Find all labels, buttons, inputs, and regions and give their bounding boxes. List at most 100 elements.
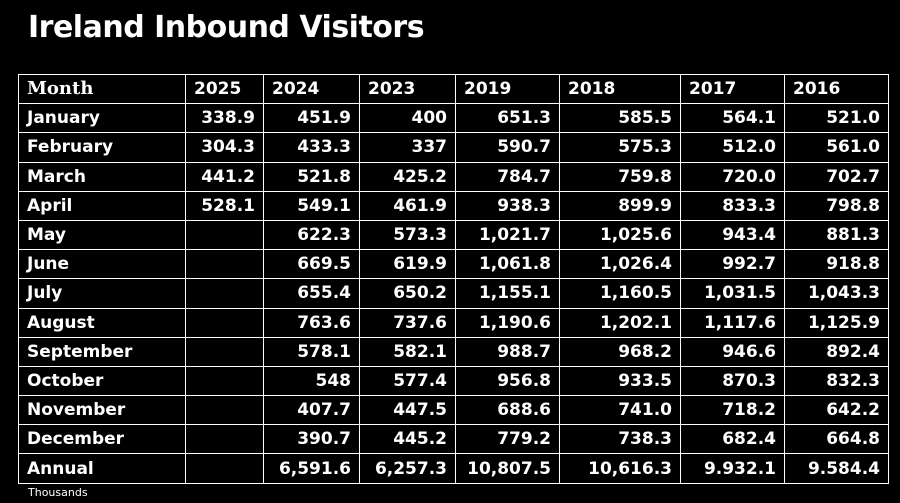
page-title: Ireland Inbound Visitors — [28, 10, 425, 45]
value-cell: 441.2 — [185, 161, 264, 192]
column-header: 2024 — [263, 73, 360, 105]
value-cell: 578.1 — [263, 336, 360, 367]
table-row: July 655.4 650.2 1,155.1 1,160.5 1,031.5 1,043… — [18, 278, 889, 309]
value-cell: 564.1 — [680, 103, 785, 134]
value-cell: 619.9 — [359, 249, 456, 280]
month-cell: October — [18, 365, 186, 397]
value-cell: 881.3 — [784, 219, 889, 251]
value-cell: 669.5 — [263, 249, 360, 280]
value-cell: 400 — [359, 103, 456, 134]
table-header-row: Month 2025 2024 2023 2019 2018 2017 2016 — [18, 73, 889, 105]
value-cell: 10,807.5 — [455, 453, 560, 484]
value-cell: 1,190.6 — [455, 307, 560, 338]
column-header: 2023 — [359, 73, 456, 105]
value-cell: 720.0 — [680, 161, 785, 192]
value-cell: 664.8 — [784, 424, 889, 455]
value-cell: 1,021.7 — [455, 219, 560, 251]
value-cell: 590.7 — [455, 132, 560, 163]
value-cell — [185, 395, 264, 426]
value-cell: 779.2 — [455, 424, 560, 455]
value-cell — [185, 307, 264, 338]
value-cell: 433.3 — [263, 132, 360, 163]
value-cell: 741.0 — [559, 395, 681, 426]
value-cell: 582.1 — [359, 336, 456, 367]
value-cell: 784.7 — [455, 161, 560, 192]
column-header: 2016 — [784, 73, 889, 105]
value-cell: 1,043.3 — [784, 278, 889, 309]
value-cell: 304.3 — [185, 132, 264, 163]
value-cell — [185, 219, 264, 251]
month-cell: June — [18, 249, 186, 280]
value-cell: 759.8 — [559, 161, 681, 192]
value-cell: 798.8 — [784, 190, 889, 221]
value-cell: 512.0 — [680, 132, 785, 163]
value-cell: 738.3 — [559, 424, 681, 455]
value-cell: 682.4 — [680, 424, 785, 455]
value-cell: 521.8 — [263, 161, 360, 192]
value-cell: 1,155.1 — [455, 278, 560, 309]
value-cell: 461.9 — [359, 190, 456, 221]
units-footnote: Thousands — [28, 486, 88, 499]
value-cell: 1,125.9 — [784, 307, 889, 338]
month-cell: September — [18, 336, 186, 367]
column-header: 2018 — [559, 73, 681, 105]
value-cell: 870.3 — [680, 365, 785, 397]
value-cell — [185, 249, 264, 280]
month-cell: December — [18, 424, 186, 455]
visitors-table: Month 2025 2024 2023 2019 2018 2017 2016… — [18, 73, 889, 484]
value-cell: 956.8 — [455, 365, 560, 397]
value-cell: 445.2 — [359, 424, 456, 455]
month-cell: November — [18, 395, 186, 426]
table-row: September 578.1 582.1 988.7 968.2 946.6 892.4 — [18, 336, 889, 367]
table-row: October 548 577.4 956.8 933.5 870.3 832.3 — [18, 365, 889, 397]
value-cell: 561.0 — [784, 132, 889, 163]
month-cell: April — [18, 190, 186, 221]
value-cell: 10,616.3 — [559, 453, 681, 484]
table-row: April 528.1 549.1 461.9 938.3 899.9 833.3 798.8 — [18, 190, 889, 221]
value-cell: 573.3 — [359, 219, 456, 251]
value-cell: 6,257.3 — [359, 453, 456, 484]
value-cell: 585.5 — [559, 103, 681, 134]
value-cell: 946.6 — [680, 336, 785, 367]
value-cell: 1,025.6 — [559, 219, 681, 251]
value-cell: 451.9 — [263, 103, 360, 134]
value-cell: 650.2 — [359, 278, 456, 309]
value-cell: 892.4 — [784, 336, 889, 367]
value-cell: 528.1 — [185, 190, 264, 221]
table-body: January 338.9 451.9 400 651.3 585.5 564.1 521.0… — [18, 103, 889, 484]
value-cell: 549.1 — [263, 190, 360, 221]
value-cell: 338.9 — [185, 103, 264, 134]
column-header: Month — [18, 73, 186, 105]
table-row: August 763.6 737.6 1,190.6 1,202.1 1,117.6 1,1… — [18, 307, 889, 338]
month-cell: February — [18, 132, 186, 163]
value-cell: 521.0 — [784, 103, 889, 134]
value-cell: 425.2 — [359, 161, 456, 192]
value-cell — [185, 278, 264, 309]
month-cell: May — [18, 219, 186, 251]
value-cell: 688.6 — [455, 395, 560, 426]
column-header: 2017 — [680, 73, 785, 105]
value-cell: 763.6 — [263, 307, 360, 338]
table-row: November 407.7 447.5 688.6 741.0 718.2 642.2 — [18, 395, 889, 426]
value-cell: 832.3 — [784, 365, 889, 397]
value-cell: 390.7 — [263, 424, 360, 455]
value-cell: 651.3 — [455, 103, 560, 134]
value-cell: 718.2 — [680, 395, 785, 426]
value-cell: 6,591.6 — [263, 453, 360, 484]
value-cell: 447.5 — [359, 395, 456, 426]
value-cell: 1,031.5 — [680, 278, 785, 309]
value-cell: 9.932.1 — [680, 453, 785, 484]
value-cell: 988.7 — [455, 336, 560, 367]
value-cell — [185, 336, 264, 367]
month-cell: March — [18, 161, 186, 192]
value-cell: 577.4 — [359, 365, 456, 397]
value-cell: 918.8 — [784, 249, 889, 280]
value-cell — [185, 453, 264, 484]
table-row: January 338.9 451.9 400 651.3 585.5 564.1 521.0 — [18, 103, 889, 134]
value-cell: 1,026.4 — [559, 249, 681, 280]
value-cell — [185, 365, 264, 397]
table-row: June 669.5 619.9 1,061.8 1,026.4 992.7 918.8 — [18, 249, 889, 280]
value-cell: 702.7 — [784, 161, 889, 192]
value-cell: 938.3 — [455, 190, 560, 221]
annual-total-row: Annual 6,591.6 6,257.3 10,807.5 10,616.3 9.93… — [18, 453, 889, 484]
